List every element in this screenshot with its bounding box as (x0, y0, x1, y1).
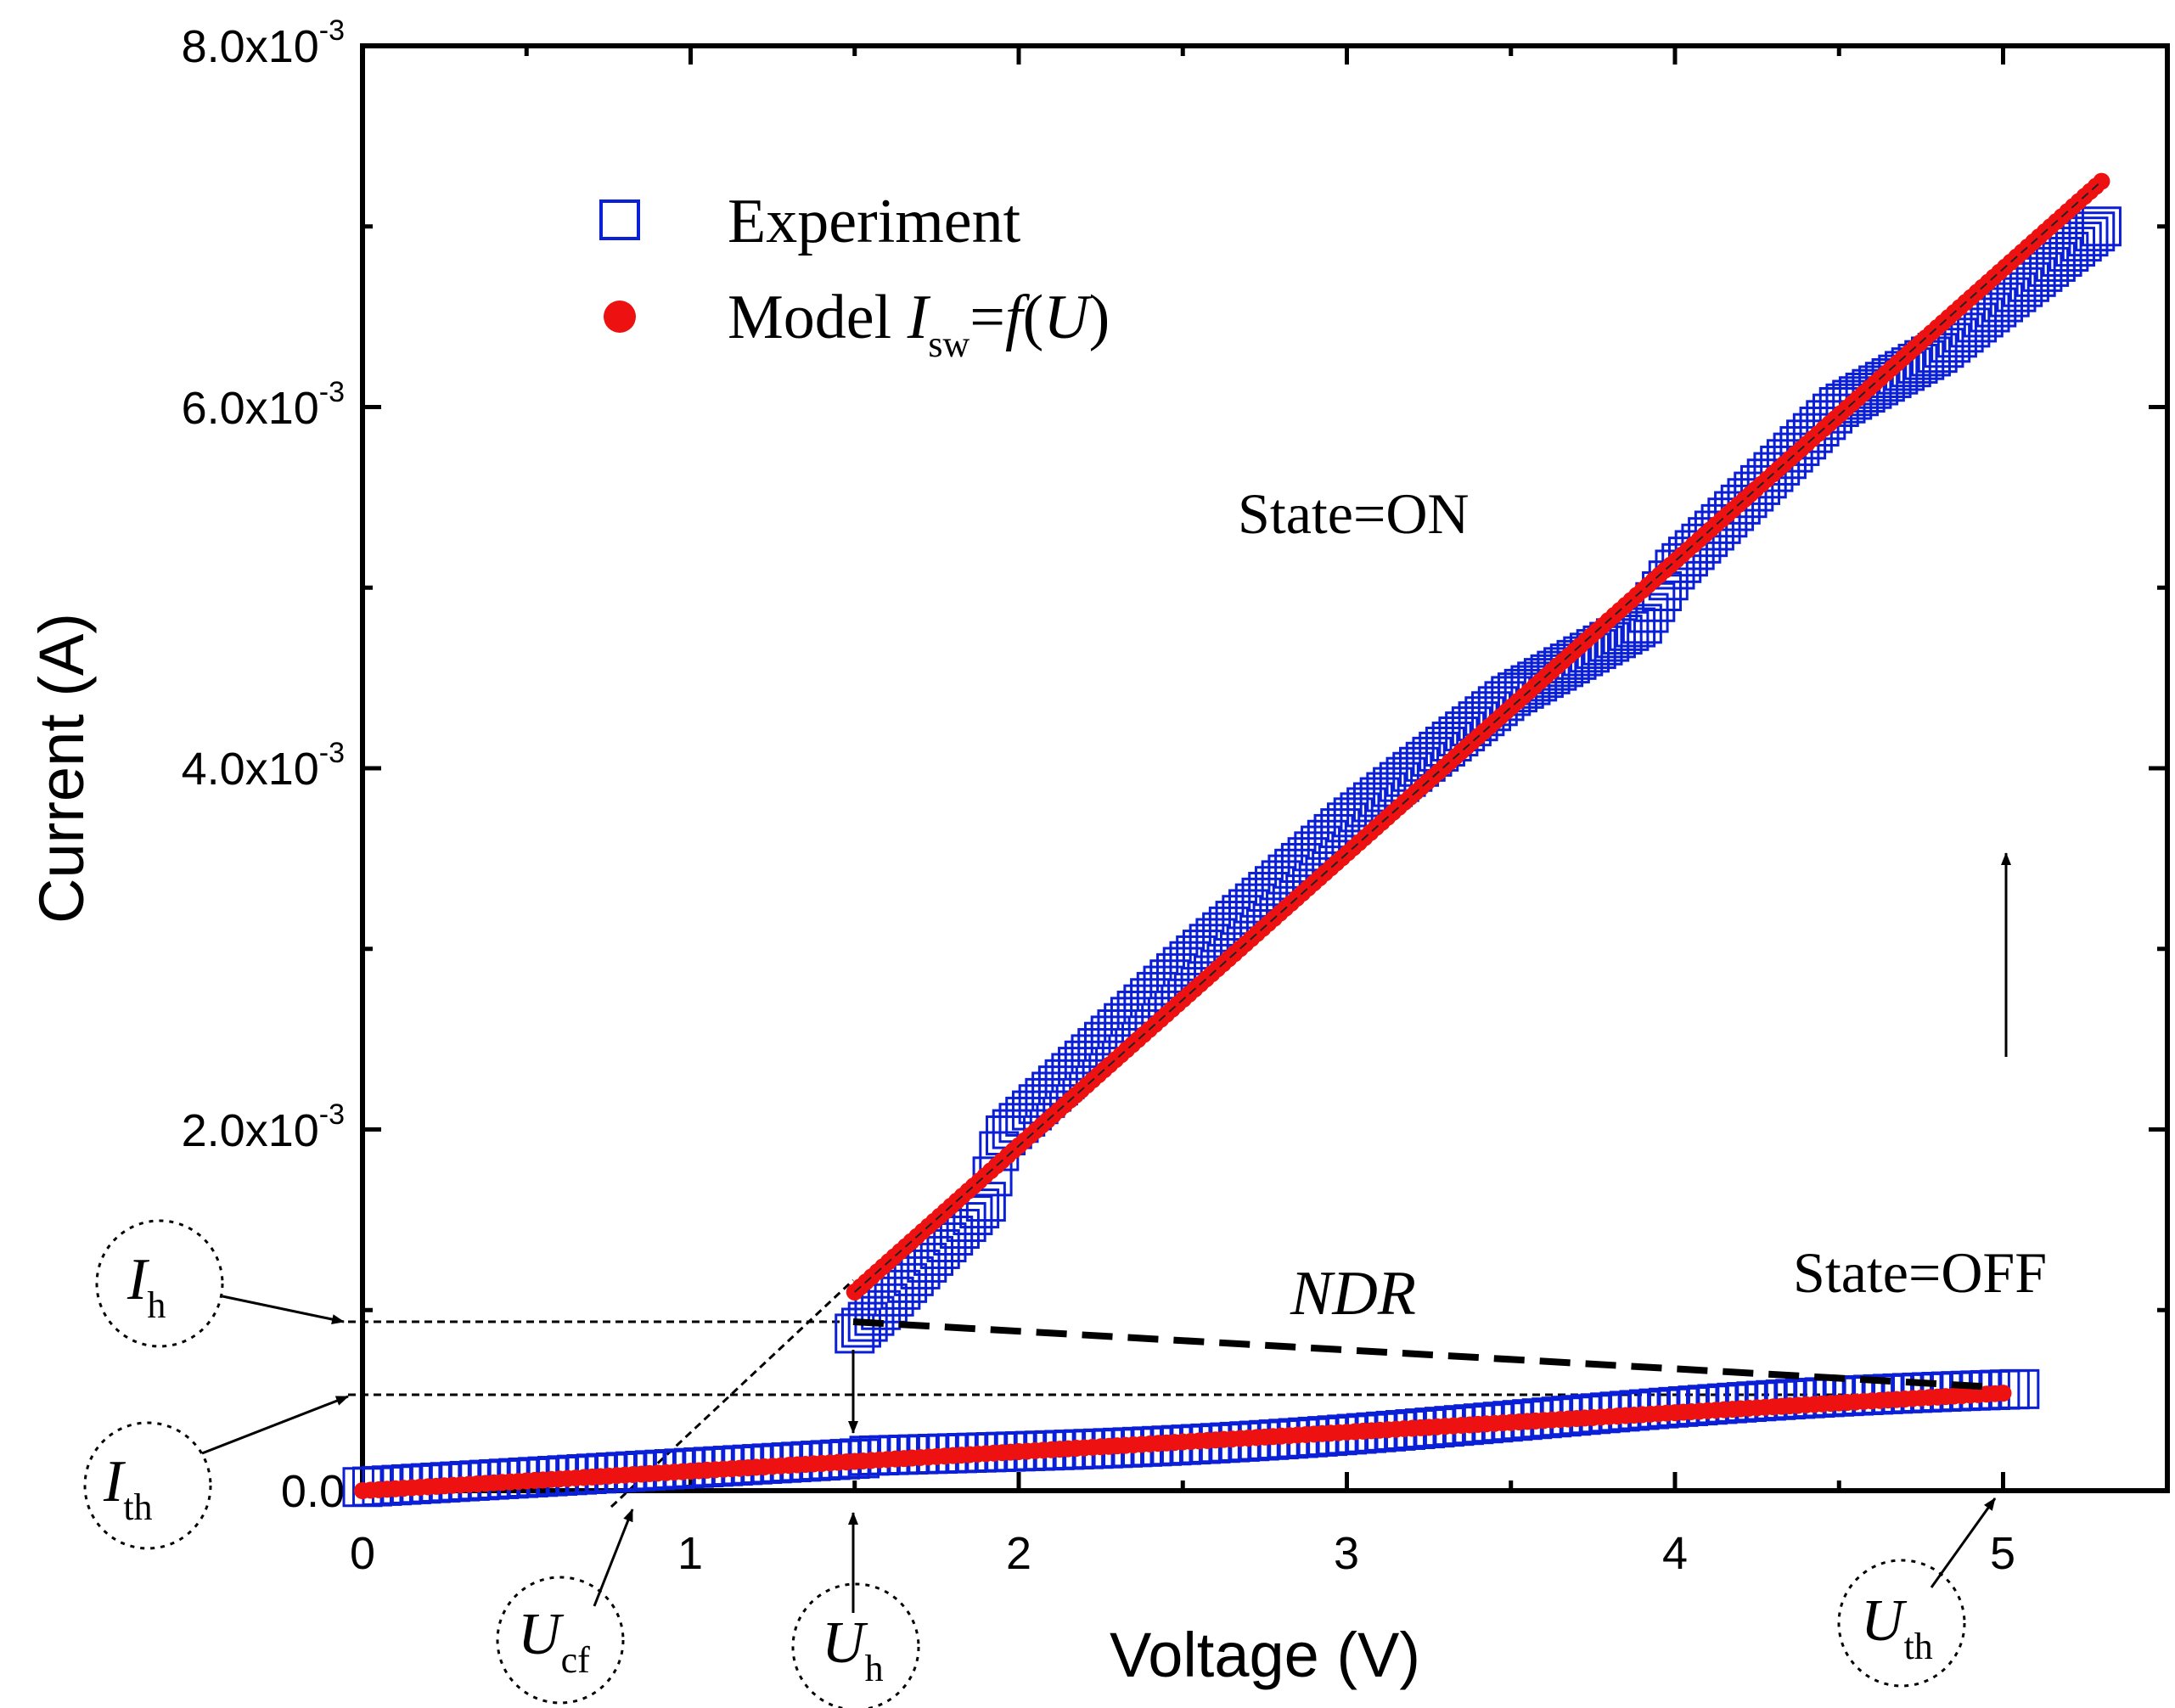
y-tick-label-0: 0.0 (281, 1466, 345, 1517)
x-tick-label-0: 0 (350, 1528, 375, 1579)
model-series (354, 172, 2110, 1499)
uth-pointer-arrow (1930, 1497, 1997, 1588)
ucf-label-circle (496, 1576, 625, 1705)
uh-label: Uh (822, 1610, 884, 1689)
experiment-point (2068, 216, 2109, 257)
y-tick-labels: 0.0 2.0x10-3 4.0x10-3 6.0x10-3 8.0x10-3 (182, 14, 345, 1517)
legend: Experiment Model Isw=f(U) (599, 187, 1110, 365)
state-off-label: State=OFF (1793, 1240, 2047, 1305)
x-tick-label-4: 4 (1662, 1528, 1688, 1579)
y-tick-label-4: 8.0x10-3 (182, 14, 345, 72)
ith-label: Ith (103, 1449, 153, 1528)
ith-label-circle (83, 1421, 212, 1550)
legend-model-label: Model Isw=f(U) (728, 283, 1110, 365)
y-axis-ticks (362, 43, 2167, 1493)
uth-label-circle (1837, 1559, 1966, 1688)
experiment-point (2081, 206, 2122, 247)
ndr-label: NDR (1290, 1259, 1416, 1329)
legend-model-marker (604, 301, 636, 333)
x-tick-label-1: 1 (677, 1528, 703, 1579)
uh-label-circle (791, 1582, 920, 1708)
x-tick-label-3: 3 (1334, 1528, 1359, 1579)
ndr-line (852, 1318, 1996, 1391)
x-axis-ticks (360, 46, 2005, 1491)
y-axis-title: Current (A) (26, 613, 97, 924)
model-fit-line (854, 180, 2103, 1293)
ucf-pointer-arrow (593, 1509, 634, 1607)
ucf-label: Ucf (518, 1602, 590, 1681)
x-tick-label-5: 5 (1990, 1528, 2015, 1579)
ih-label-circle (95, 1219, 224, 1348)
model-point (1994, 1385, 2012, 1402)
uth-label: Uth (1861, 1588, 1933, 1667)
x-tick-labels: 0 1 2 3 4 5 (350, 1528, 2015, 1579)
y-tick-label-1: 2.0x10-3 (182, 1098, 345, 1156)
ih-pointer-arrow (222, 1295, 345, 1324)
y-tick-label-2: 4.0x10-3 (182, 737, 345, 795)
ith-pointer-arrow (201, 1395, 349, 1455)
experiment-point (2075, 211, 2116, 252)
x-axis-title: Voltage (V) (1110, 1620, 1420, 1690)
state-on-label: State=ON (1238, 481, 1470, 546)
ih-label: Ih (126, 1247, 166, 1326)
legend-experiment-label: Experiment (728, 187, 1021, 256)
y-tick-label-3: 6.0x10-3 (182, 376, 345, 434)
x-tick-label-2: 2 (1006, 1528, 1031, 1579)
legend-experiment-marker (599, 199, 640, 240)
